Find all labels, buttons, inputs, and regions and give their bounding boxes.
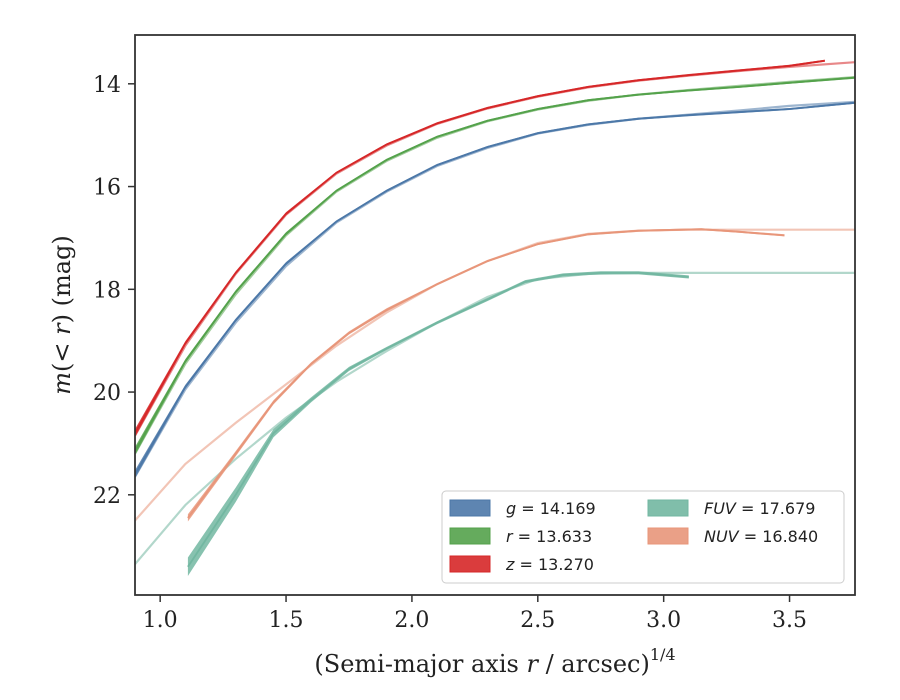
y-axis-ticks: 14 16 18 20 22 (93, 73, 135, 509)
legend-equals: = (736, 499, 760, 518)
legend-label: g = 14.169 (506, 499, 596, 518)
x-axis-label-var: r (526, 650, 539, 678)
legend-entry-g: g = 14.169 (449, 499, 596, 518)
legend-swatch (449, 527, 491, 545)
x-tick-label: 2.0 (394, 608, 429, 633)
legend: g = 14.169 r = 13.633 z = 13.270 FUV = 17.6… (441, 490, 845, 584)
legend-entry-z: z = 13.270 (449, 555, 594, 574)
legend-series-name: FUV (704, 499, 737, 518)
legend-swatch (647, 527, 689, 545)
legend-label: z = 13.270 (505, 555, 594, 574)
plot-frame (134, 34, 856, 596)
legend-entry-fuv: FUV = 17.679 (647, 499, 815, 518)
y-axis-label-suffix: ) (mag) (48, 235, 76, 323)
series-r-line (135, 76, 855, 452)
x-axis-label-exponent: 1/4 (650, 645, 676, 664)
y-axis-label-mid: (< (48, 335, 76, 372)
y-axis-label-m: m (48, 372, 76, 395)
y-tick-label: 20 (93, 381, 121, 406)
legend-entries: g = 14.169 r = 13.633 z = 13.270 FUV = 17.6… (449, 499, 818, 574)
series-fuv-line (187, 272, 689, 568)
x-axis-label: (Semi-major axis r / arcsec)1/4 (314, 645, 675, 678)
x-tick-label: 3.5 (772, 608, 807, 633)
x-axis-ticks: 1.0 1.5 2.0 2.5 3.0 3.5 (143, 595, 807, 633)
legend-series-total: 16.840 (762, 527, 818, 546)
legend-series-name: NUV (704, 527, 740, 546)
series-fuv-band (187, 271, 689, 576)
y-tick-label: 14 (93, 73, 121, 98)
y-axis-label: m(< r) (mag) (48, 235, 76, 395)
legend-equals: = (739, 527, 763, 546)
series-z-line (135, 59, 825, 434)
legend-entry-r: r = 13.633 (449, 527, 592, 546)
y-tick-label: 18 (93, 278, 121, 303)
x-axis-label-prefix: (Semi-major axis (314, 650, 526, 678)
legend-series-name: r (506, 527, 514, 546)
legend-equals: = (513, 527, 537, 546)
legend-swatch (449, 499, 491, 517)
legend-box (441, 490, 845, 584)
legend-series-total: 17.679 (759, 499, 815, 518)
legend-swatch (647, 499, 689, 517)
x-tick-label: 1.0 (143, 608, 178, 633)
legend-series-name: g (506, 499, 516, 518)
legend-series-total: 13.270 (538, 555, 594, 574)
y-tick-label: 22 (93, 484, 121, 509)
legend-label: NUV = 16.840 (704, 527, 818, 546)
legend-series-total: 13.633 (536, 527, 592, 546)
y-tick-label: 16 (93, 176, 121, 201)
x-tick-label: 1.5 (269, 608, 304, 633)
legend-series-name: z (505, 555, 515, 574)
series-nuv-line (187, 228, 785, 519)
legend-equals: = (514, 555, 538, 574)
legend-swatch (449, 555, 491, 573)
legend-label: FUV = 17.679 (704, 499, 815, 518)
x-tick-label: 3.0 (646, 608, 681, 633)
legend-entry-nuv: NUV = 16.840 (647, 527, 818, 546)
y-axis-label-r: r (48, 322, 76, 335)
x-tick-label: 2.5 (520, 608, 555, 633)
series-g-line (135, 101, 855, 475)
x-axis-label-suffix: / arcsec) (538, 650, 650, 678)
legend-equals: = (516, 499, 540, 518)
legend-series-total: 14.169 (540, 499, 596, 518)
legend-label: r = 13.633 (506, 527, 592, 546)
series-fuv-model-line (135, 271, 855, 565)
series-layer (135, 59, 855, 576)
series-group (135, 59, 855, 576)
